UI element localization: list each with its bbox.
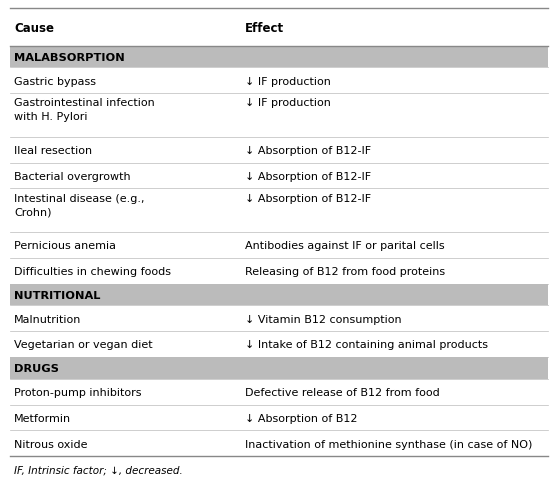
Bar [10, 137, 548, 163]
Text: Pernicious anemia: Pernicious anemia [14, 241, 116, 251]
Text: Cause: Cause [14, 22, 54, 35]
Text: Intestinal disease (e.g.,
Crohn): Intestinal disease (e.g., Crohn) [14, 194, 145, 217]
Text: DRUGS: DRUGS [14, 364, 59, 374]
Text: Vegetarian or vegan diet: Vegetarian or vegan diet [14, 340, 152, 350]
Text: ↓ Intake of B12 containing animal products: ↓ Intake of B12 containing animal produc… [245, 340, 488, 350]
Bar [10, 188, 548, 232]
Text: Malnutrition: Malnutrition [14, 315, 81, 325]
Text: Inactivation of methionine synthase (in case of NO): Inactivation of methionine synthase (in … [245, 440, 532, 450]
Bar [10, 430, 548, 456]
Text: Metformin: Metformin [14, 414, 71, 424]
Text: Proton-pump inhibitors: Proton-pump inhibitors [14, 388, 141, 398]
Text: NUTRITIONAL: NUTRITIONAL [14, 291, 100, 301]
Bar [10, 405, 548, 430]
Bar [10, 357, 548, 379]
Text: ↓ Vitamin B12 consumption: ↓ Vitamin B12 consumption [245, 315, 401, 325]
Text: Defective release of B12 from food: Defective release of B12 from food [245, 388, 439, 398]
Text: Antibodies against IF or parital cells: Antibodies against IF or parital cells [245, 241, 444, 251]
Bar [10, 331, 548, 357]
Text: ↓ Absorption of B12-IF: ↓ Absorption of B12-IF [245, 172, 371, 182]
Bar [10, 93, 548, 137]
Text: Gastrointestinal infection
with H. Pylori: Gastrointestinal infection with H. Pylor… [14, 98, 155, 123]
Bar [10, 379, 548, 405]
Text: ↓ Absorption of B12-IF: ↓ Absorption of B12-IF [245, 194, 371, 204]
Bar [10, 232, 548, 258]
Text: ↓ Absorption of B12-IF: ↓ Absorption of B12-IF [245, 146, 371, 156]
Text: Ileal resection: Ileal resection [14, 146, 92, 156]
Bar [10, 163, 548, 188]
Text: Releasing of B12 from food proteins: Releasing of B12 from food proteins [245, 267, 445, 277]
Bar [10, 46, 548, 67]
Bar [10, 67, 548, 93]
Text: ↓ IF production: ↓ IF production [245, 98, 330, 109]
Text: Gastric bypass: Gastric bypass [14, 77, 96, 87]
Bar [10, 258, 548, 284]
Text: Nitrous oxide: Nitrous oxide [14, 440, 87, 450]
Bar [10, 8, 548, 46]
Bar [10, 284, 548, 306]
Text: IF, Intrinsic factor; ↓, decreased.: IF, Intrinsic factor; ↓, decreased. [14, 465, 183, 476]
Text: MALABSORPTION: MALABSORPTION [14, 53, 125, 62]
Text: Difficulties in chewing foods: Difficulties in chewing foods [14, 267, 171, 277]
Bar [10, 306, 548, 331]
Text: Bacterial overgrowth: Bacterial overgrowth [14, 172, 131, 182]
Text: ↓ Absorption of B12: ↓ Absorption of B12 [245, 414, 357, 424]
Text: Effect: Effect [245, 22, 284, 35]
Text: ↓ IF production: ↓ IF production [245, 77, 330, 87]
